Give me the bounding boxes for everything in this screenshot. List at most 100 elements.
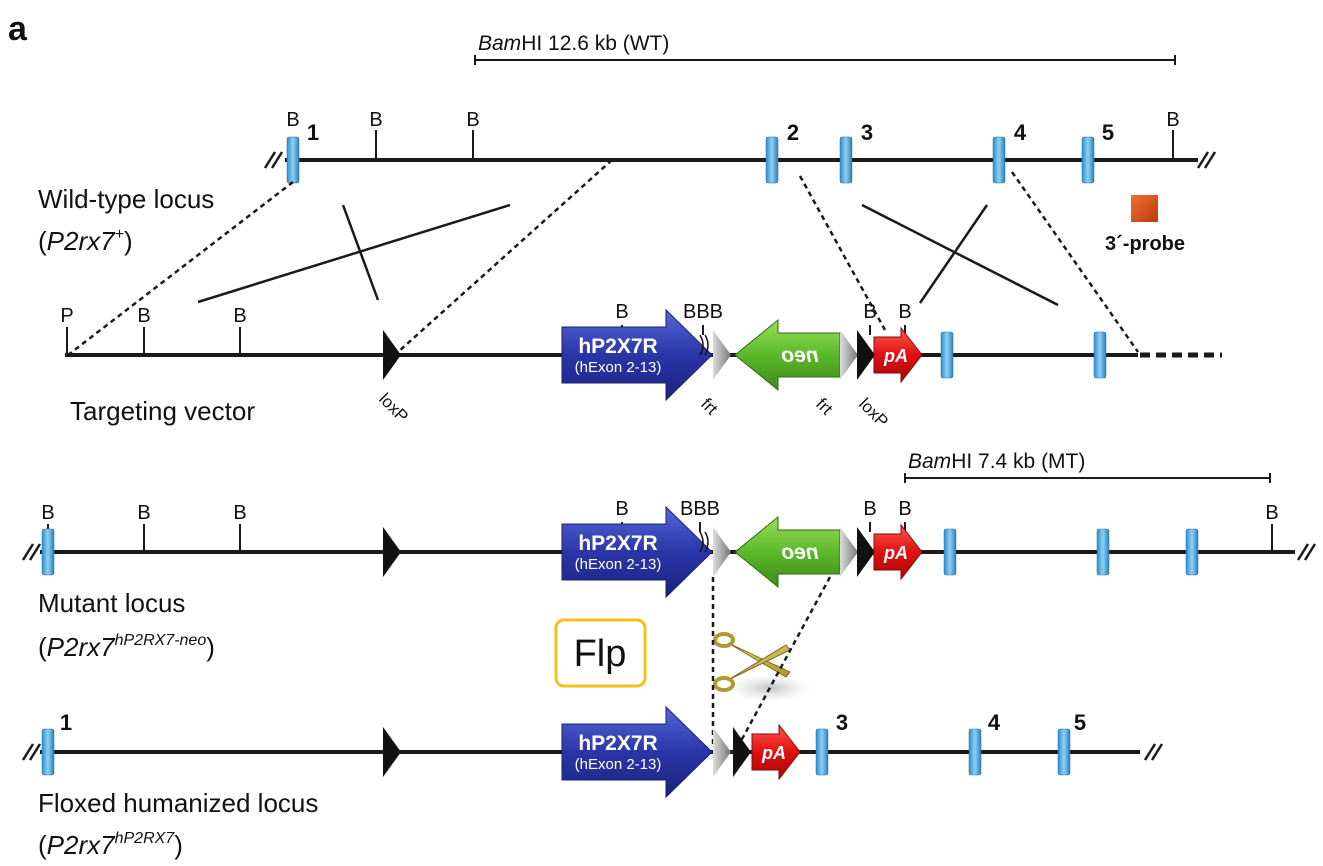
recombination-site <box>383 330 401 380</box>
genotype-part: ) <box>174 830 183 860</box>
restriction-site: B <box>369 109 382 131</box>
exon <box>993 137 1005 183</box>
cassette-detail: (hExon 2-13) <box>575 556 662 573</box>
cassette-name: hP2X7R <box>578 532 657 555</box>
cassette-name: hP2X7R <box>578 732 657 755</box>
restriction-site: B <box>863 301 876 323</box>
recombination-site <box>713 527 731 577</box>
exon-number: 3 <box>861 120 873 145</box>
restriction-site: B <box>137 305 150 327</box>
element-label: loxP <box>855 394 892 431</box>
neo-label: neo <box>781 344 819 367</box>
probe-label: 3´-probe <box>1105 233 1185 255</box>
genotype-part: ( <box>38 226 47 256</box>
page: { "panel_label": "a", "wild_type": { "fr… <box>0 0 1323 866</box>
genotype-part: P2rx7 <box>47 226 116 256</box>
recombination-site <box>713 330 731 380</box>
genotype-part: hP2RX7-neo <box>115 632 207 649</box>
genotype-part: ( <box>38 632 47 662</box>
restriction-site: B <box>898 498 911 520</box>
exon-number: 1 <box>307 120 319 145</box>
fragment-size: HI 12.6 kb (WT) <box>521 32 669 55</box>
recombinase: Flp <box>574 633 627 675</box>
restriction-site: B <box>1166 109 1179 131</box>
exon <box>1082 137 1094 183</box>
recombination-site <box>383 527 401 577</box>
enzyme: Bam <box>478 32 521 55</box>
exon <box>1058 729 1070 775</box>
crossover-dotted <box>398 160 612 352</box>
exon <box>969 729 981 775</box>
element-label: frt <box>697 394 721 418</box>
row-label: Floxed humanized locus <box>38 788 318 818</box>
exon-number: 5 <box>1102 120 1114 145</box>
genotype: (P2rx7hP2RX7) <box>38 830 183 860</box>
genotype-part: + <box>115 226 124 243</box>
recombination-site <box>713 727 731 777</box>
restriction-site: B <box>466 109 479 131</box>
line <box>920 205 987 303</box>
restriction-site: B <box>615 301 628 323</box>
crossover-dotted <box>735 577 830 752</box>
exon-number: 4 <box>1014 120 1027 145</box>
restriction-site: B <box>898 301 911 323</box>
recombination-site <box>857 330 875 380</box>
element-label: frt <box>812 394 836 418</box>
recombination-site <box>840 527 858 577</box>
cassette-detail: (hExon 2-13) <box>575 756 662 773</box>
recombination-site <box>840 330 858 380</box>
genotype: (P2rx7+) <box>38 226 133 256</box>
polya-label: pA <box>761 743 786 763</box>
recombination-site <box>383 727 401 777</box>
row-label: Targeting vector <box>70 396 255 426</box>
scissors <box>715 634 812 702</box>
exon <box>816 729 828 775</box>
restriction-site: B <box>286 109 299 131</box>
exon-number: 1 <box>60 710 72 735</box>
exon <box>941 332 953 378</box>
exon <box>840 137 852 183</box>
exon <box>766 137 778 183</box>
restriction-site: B <box>41 502 54 524</box>
panel-label: a <box>8 10 28 48</box>
fragment-label: BamHI 7.4 kb (MT) <box>908 450 1085 473</box>
exon <box>42 729 54 775</box>
restriction-site: B <box>615 498 628 520</box>
exon-number: 4 <box>988 710 1001 735</box>
genotype-part: ) <box>124 226 133 256</box>
fragment-label: BamHI 12.6 kb (WT) <box>478 32 669 55</box>
row-label: Mutant locus <box>38 588 185 618</box>
neo-label: neo <box>781 541 819 564</box>
crossover-dotted <box>1012 172 1138 352</box>
cassette-detail: (hExon 2-13) <box>575 359 662 376</box>
restriction-site: P <box>60 305 73 327</box>
genotype-part: hP2RX7 <box>115 830 176 847</box>
exon <box>944 529 956 575</box>
row-label: Wild-type locus <box>38 184 214 214</box>
fragment-size: HI 7.4 kb (MT) <box>951 450 1085 473</box>
line <box>198 205 510 302</box>
line <box>862 205 1058 305</box>
restriction-site: B <box>863 498 876 520</box>
genotype-part: P2rx7 <box>47 830 116 860</box>
exon <box>1094 332 1106 378</box>
exon <box>287 137 299 183</box>
genotype-part: ( <box>38 830 47 860</box>
enzyme: Bam <box>908 450 951 473</box>
polya-label: pA <box>883 543 908 563</box>
genotype-part: ) <box>206 632 215 662</box>
restriction-site: B <box>233 305 246 327</box>
genotype-part: P2rx7 <box>47 632 116 662</box>
element-label: loxP <box>375 389 412 426</box>
exon-number: 2 <box>787 120 799 145</box>
cassette-name: hP2X7R <box>578 335 657 358</box>
exon <box>1186 529 1198 575</box>
exon <box>1097 529 1109 575</box>
restriction-site: BBB <box>680 498 720 520</box>
polya-label: pA <box>883 346 908 366</box>
probe <box>1131 195 1158 222</box>
restriction-site: B <box>137 502 150 524</box>
genotype: (P2rx7hP2RX7-neo) <box>38 632 215 662</box>
restriction-site: BBB <box>683 301 723 323</box>
restriction-site: B <box>233 502 246 524</box>
